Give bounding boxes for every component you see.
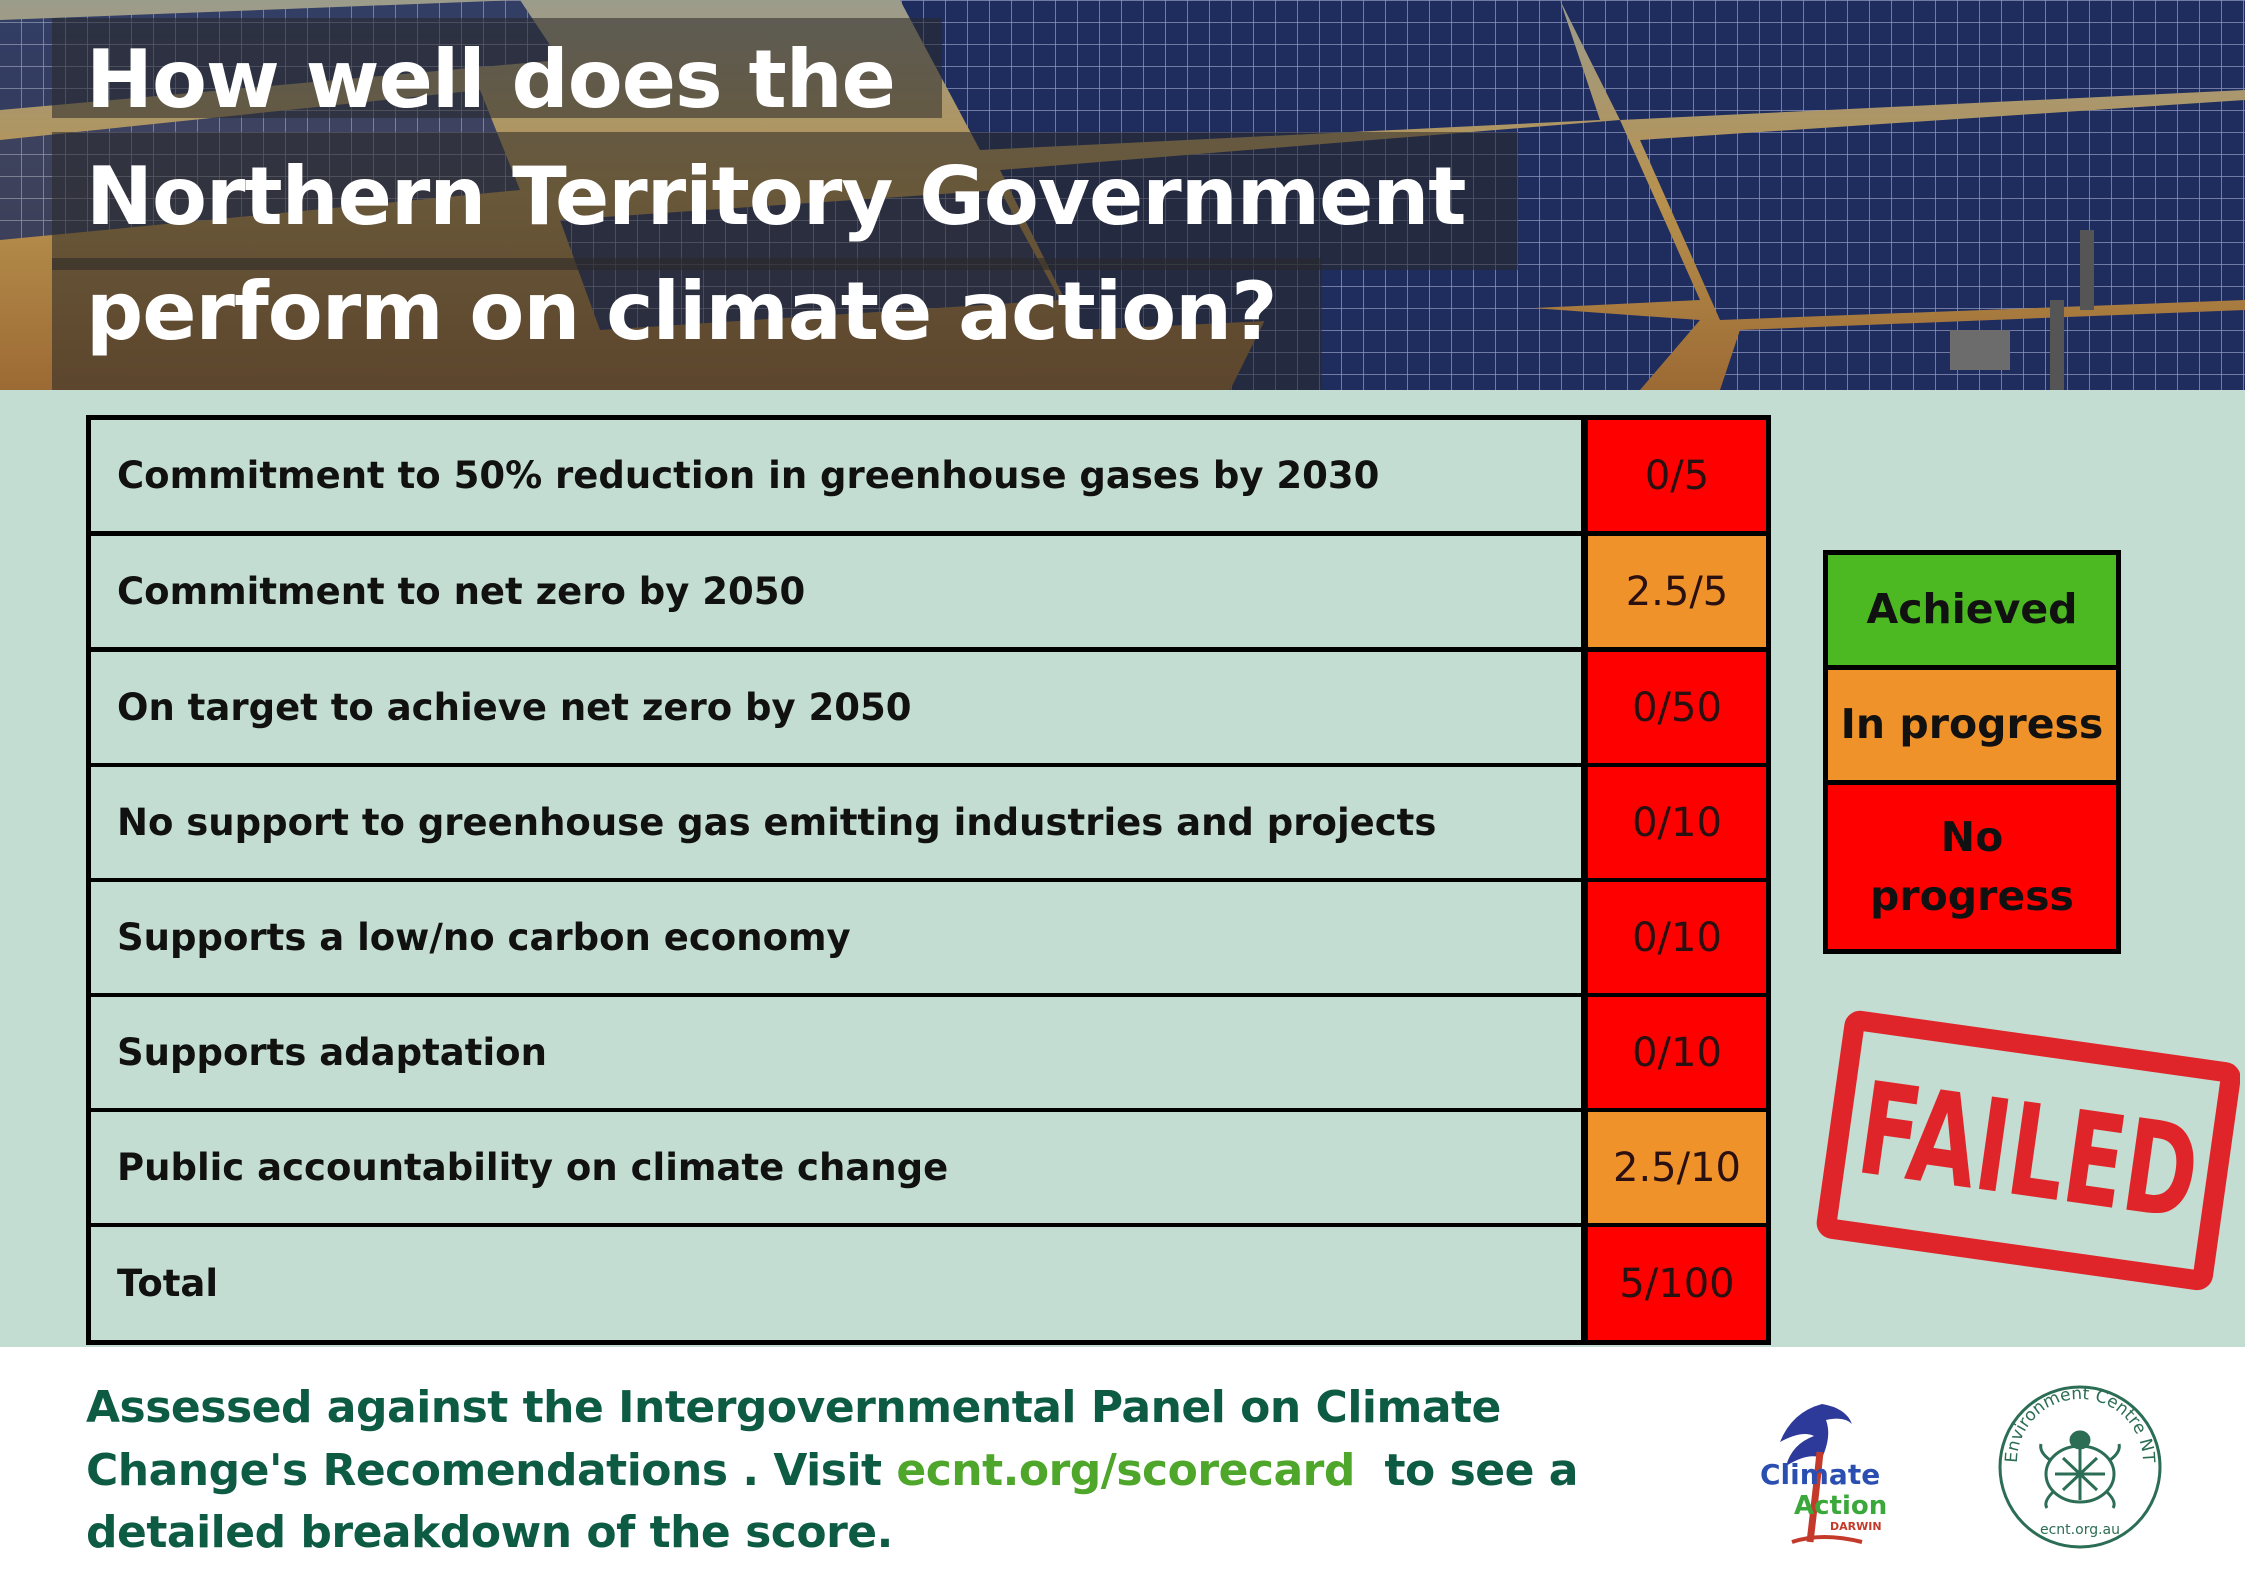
footer-text: to see a bbox=[1354, 1445, 1579, 1496]
table-row: No support to greenhouse gas emitting in… bbox=[91, 767, 1766, 878]
table-row: On target to achieve net zero by 2050 0/… bbox=[91, 652, 1766, 763]
table-row: Commitment to net zero by 2050 2.5/5 bbox=[91, 536, 1766, 647]
header-photo: How well does the Northern Territory Gov… bbox=[0, 0, 2245, 390]
page-title-line-1: How well does the bbox=[86, 33, 896, 126]
criterion-score: 0/10 bbox=[1588, 882, 1766, 993]
criterion-label: Commitment to net zero by 2050 bbox=[91, 536, 1581, 647]
logo-text-darwin: DARWIN bbox=[1830, 1520, 1882, 1533]
legend-achieved: Achieved bbox=[1828, 555, 2116, 665]
footer-line-2: Change's Recomendations . Visit ecnt.org… bbox=[86, 1445, 1578, 1496]
table-row: Supports adaptation 0/10 bbox=[91, 997, 1766, 1108]
legend-in-progress: In progress bbox=[1828, 670, 2116, 780]
footer-line-1: Assessed against the Intergovernmental P… bbox=[86, 1382, 1501, 1433]
criterion-score: 0/5 bbox=[1588, 420, 1766, 531]
stamp-border bbox=[1816, 1010, 2240, 1291]
criterion-score: 0/10 bbox=[1588, 997, 1766, 1108]
footer: Assessed against the Intergovernmental P… bbox=[0, 1347, 2245, 1587]
logo-url-text: ecnt.org.au bbox=[2040, 1522, 2120, 1538]
title-backdrop bbox=[52, 258, 1322, 390]
status-legend: Achieved In progress No progress bbox=[1823, 550, 2121, 954]
criterion-score: 2.5/10 bbox=[1588, 1112, 1766, 1223]
criterion-score: 5/100 bbox=[1588, 1227, 1766, 1340]
legend-no-progress-line-2: progress bbox=[1870, 872, 2074, 920]
legend-no-progress-line-1: No bbox=[1940, 812, 2004, 861]
legend-no-progress: No progress bbox=[1828, 785, 2116, 949]
title-backdrop bbox=[52, 18, 942, 118]
criterion-label: Commitment to 50% reduction in greenhous… bbox=[91, 420, 1581, 531]
criterion-label: On target to achieve net zero by 2050 bbox=[91, 652, 1581, 763]
table-row: Supports a low/no carbon economy 0/10 bbox=[91, 882, 1766, 993]
climate-action-darwin-logo: Climate Action DARWIN bbox=[1760, 1404, 1887, 1544]
environment-centre-nt-logo: Environment Centre NT ecnt.org.au bbox=[1998, 1384, 2162, 1549]
criterion-label: Supports a low/no carbon economy bbox=[91, 882, 1581, 993]
criterion-label: Public accountability on climate change bbox=[91, 1112, 1581, 1223]
criterion-label: Total bbox=[91, 1227, 1581, 1340]
page-title-line-2: Northern Territory Government bbox=[86, 150, 1467, 243]
criterion-score: 0/50 bbox=[1588, 652, 1766, 763]
logo-text-action: Action bbox=[1794, 1491, 1887, 1521]
stamp-text: FAILED bbox=[1850, 1055, 2207, 1250]
failed-stamp: FAILED bbox=[1816, 1010, 2240, 1291]
scorecard-link[interactable]: ecnt.org/scorecard bbox=[896, 1445, 1355, 1496]
table-row-total: Total 5/100 bbox=[91, 1227, 1766, 1340]
palm-tree-icon bbox=[1780, 1404, 1852, 1466]
scorecard-table: Commitment to 50% reduction in greenhous… bbox=[86, 415, 1771, 1345]
table-row: Commitment to 50% reduction in greenhous… bbox=[91, 420, 1766, 531]
turtle-icon bbox=[2039, 1430, 2121, 1509]
criterion-label: Supports adaptation bbox=[91, 997, 1581, 1108]
title-backdrop bbox=[52, 132, 1518, 270]
criterion-score: 0/10 bbox=[1588, 767, 1766, 878]
page-title-line-3: perform on climate action? bbox=[86, 265, 1278, 358]
criterion-score: 2.5/5 bbox=[1588, 536, 1766, 647]
table-row: Public accountability on climate change … bbox=[91, 1112, 1766, 1223]
criterion-label: No support to greenhouse gas emitting in… bbox=[91, 767, 1581, 878]
footer-line-3: detailed breakdown of the score. bbox=[86, 1507, 893, 1558]
logo-text-climate: Climate bbox=[1760, 1458, 1880, 1491]
footer-text: Change's Recomendations . Visit bbox=[86, 1445, 897, 1496]
